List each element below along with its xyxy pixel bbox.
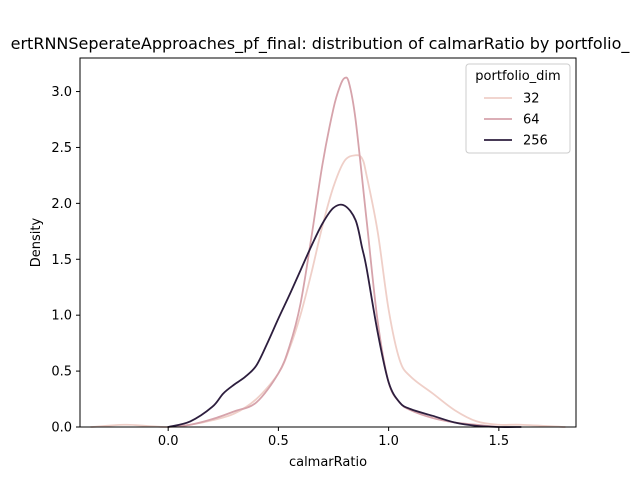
x-tick-label: 0.0 — [158, 434, 179, 449]
y-tick-label: 1.5 — [51, 253, 72, 268]
chart-title-text: ertRNNSeperateApproaches_pf_final: distr… — [10, 34, 630, 53]
legend-label-64: 64 — [523, 113, 540, 128]
chart-title: ertRNNSeperateApproaches_pf_final: distr… — [0, 34, 640, 56]
density-curve-64 — [167, 76, 500, 428]
x-tick-label: 1.0 — [378, 434, 399, 449]
legend: portfolio_dim 32 64 256 — [465, 63, 571, 154]
y-tick-label: 2.0 — [51, 197, 72, 212]
y-axis-ticks: 0.0 0.5 1.0 1.5 2.0 2.5 3.0 — [51, 85, 80, 436]
y-tick-label: 0.5 — [51, 365, 72, 380]
y-tick-label: 0.0 — [51, 421, 72, 436]
legend-box — [465, 63, 571, 154]
x-tick-label: 1.5 — [489, 434, 510, 449]
axes-frame — [79, 57, 577, 428]
legend-label-32: 32 — [523, 92, 540, 107]
density-curve-256 — [167, 203, 522, 428]
x-axis-label: calmarRatio — [289, 455, 367, 470]
x-tick-label: 0.5 — [268, 434, 289, 449]
density-curve-32 — [90, 154, 566, 428]
y-tick-label: 2.5 — [51, 141, 72, 156]
y-axis-label: Density — [29, 217, 44, 267]
y-tick-label: 3.0 — [51, 85, 72, 100]
y-tick-label: 1.0 — [51, 309, 72, 324]
density-curves — [90, 76, 566, 428]
legend-label-256: 256 — [523, 134, 548, 149]
legend-title: portfolio_dim — [475, 69, 560, 84]
x-axis-ticks: 0.0 0.5 1.0 1.5 — [158, 427, 509, 449]
